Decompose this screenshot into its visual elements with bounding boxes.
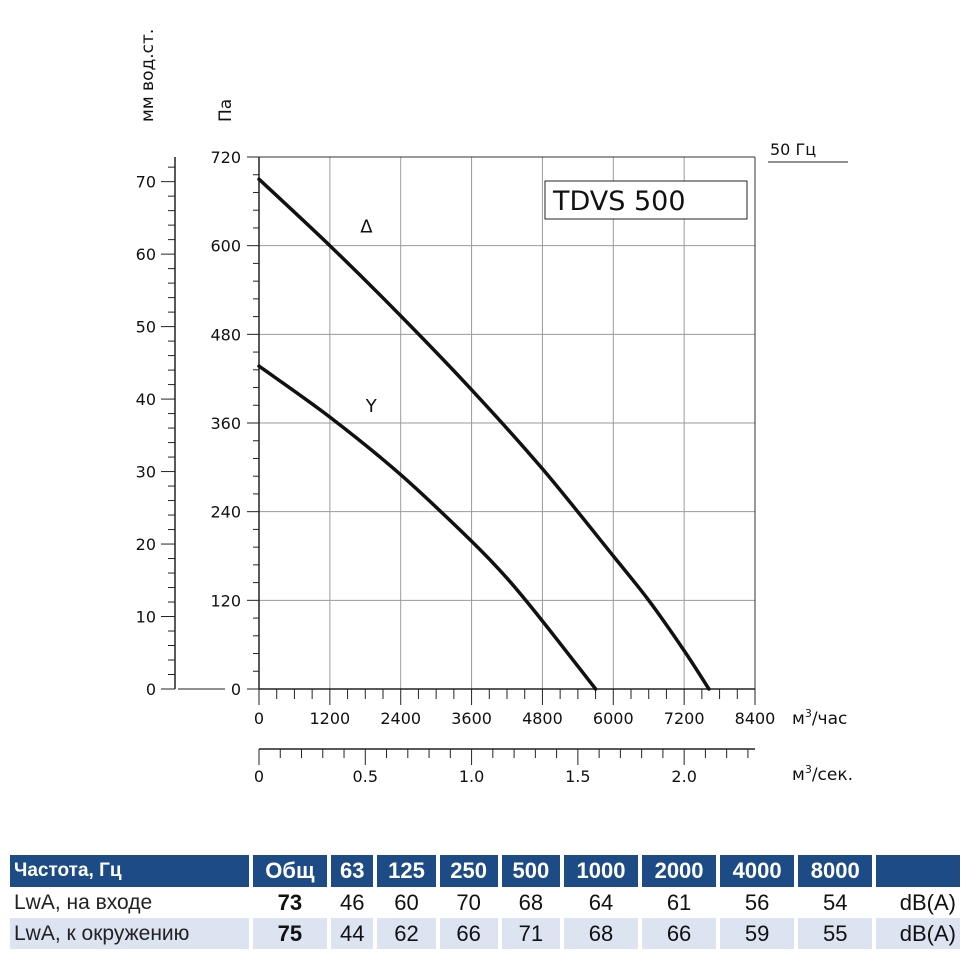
x-tick-label: 8400	[735, 709, 776, 728]
y2-tick-label: 20	[136, 535, 156, 554]
row-value: 71	[501, 918, 560, 949]
header-1000: 1000	[563, 855, 639, 887]
header-63: 63	[331, 855, 374, 887]
sound-data-table: Частота, Гц Общ 63 125 250 500 1000 2000…	[6, 855, 964, 949]
row-value: 68	[518, 889, 544, 915]
series-curve-y	[257, 364, 598, 691]
row-value: 66	[439, 918, 498, 949]
y-tick-label: 240	[210, 503, 241, 522]
header-unit	[876, 855, 960, 887]
x2-tick-label: 1.0	[459, 767, 484, 786]
row-value: 59	[720, 918, 795, 949]
row-unit: dB(A)	[899, 889, 956, 915]
chart-title: TDVS 500	[552, 186, 686, 217]
header-125: 125	[377, 855, 436, 887]
header-8000: 8000	[798, 855, 873, 887]
row-value: 61	[666, 889, 692, 915]
x2-tick-label: 0.5	[353, 767, 378, 786]
row-value: 68	[563, 918, 639, 949]
x2-axis-label: м3/сек.	[792, 763, 853, 785]
x2-tick-label: 0	[254, 767, 264, 786]
header-4000: 4000	[720, 855, 795, 887]
x-tick-label: 0	[254, 709, 264, 728]
row-total: 73	[277, 889, 303, 915]
sound-data-table-wrapper: Частота, Гц Общ 63 125 250 500 1000 2000…	[10, 855, 968, 949]
y2-tick-label: 0	[146, 680, 156, 699]
x-tick-label: 2400	[380, 709, 421, 728]
header-total: Общ	[252, 855, 328, 887]
y-tick-label: 360	[210, 414, 241, 433]
chart-grid	[259, 157, 755, 689]
header-frequency: Частота, Гц	[10, 855, 249, 887]
row-label: LwA, к окружению	[10, 918, 249, 949]
x2-tick-label: 1.5	[565, 767, 590, 786]
row-value: 46	[340, 889, 365, 915]
row-value: 55	[798, 918, 873, 949]
chart-curves	[257, 177, 711, 691]
y2-axis-label-mm: мм вод.ст.	[138, 29, 158, 122]
series-curve-delta	[257, 177, 711, 691]
x-tick-label: 7200	[664, 709, 705, 728]
y-tick-label: 120	[210, 591, 241, 610]
series-label: Δ	[360, 216, 373, 237]
row-value: 66	[642, 918, 717, 949]
row-value: 44	[331, 918, 374, 949]
x-tick-label: 4800	[522, 709, 563, 728]
chart-title-box	[544, 180, 748, 220]
y2-tick-label: 60	[136, 245, 156, 264]
header-500: 500	[501, 855, 560, 887]
row-value: 64	[588, 889, 614, 915]
header-250: 250	[439, 855, 498, 887]
y2-tick-label: 50	[136, 318, 156, 337]
y-tick-label: 720	[210, 148, 241, 167]
row-value: 70	[456, 889, 481, 915]
row-value: 56	[744, 889, 770, 915]
x-axis-label: м3/час	[792, 707, 847, 729]
row-total: 75	[252, 918, 328, 949]
y2-tick-label: 30	[136, 463, 156, 482]
y2-tick-label: 70	[136, 173, 156, 192]
table-row: LwA, на входе 73 46 60 70 68 64 61 56 54…	[10, 887, 960, 918]
header-2000: 2000	[642, 855, 717, 887]
y-tick-label: 600	[210, 237, 241, 256]
series-label: Y	[365, 396, 378, 417]
y-tick-label: 480	[210, 325, 241, 344]
y-tick-label: 0	[231, 680, 241, 699]
y-axis-label-pa: Па	[216, 99, 236, 122]
x-tick-label: 1200	[309, 709, 350, 728]
x-tick-label: 6000	[593, 709, 634, 728]
row-unit: dB(A)	[876, 918, 960, 949]
table-header-row: Частота, Гц Общ 63 125 250 500 1000 2000…	[10, 855, 960, 887]
table-row: LwA, к окружению 75 44 62 66 71 68 66 59…	[10, 918, 960, 949]
row-label: LwA, на входе	[14, 890, 153, 914]
y2-tick-label: 40	[136, 390, 156, 409]
x2-tick-label: 2.0	[671, 767, 696, 786]
row-value: 62	[377, 918, 436, 949]
row-value: 60	[394, 889, 419, 915]
y2-tick-label: 10	[136, 608, 156, 627]
x-tick-label: 3600	[451, 709, 492, 728]
frequency-label: 50 Гц	[770, 140, 816, 159]
chart-frame	[161, 156, 756, 765]
row-value: 54	[823, 889, 848, 915]
